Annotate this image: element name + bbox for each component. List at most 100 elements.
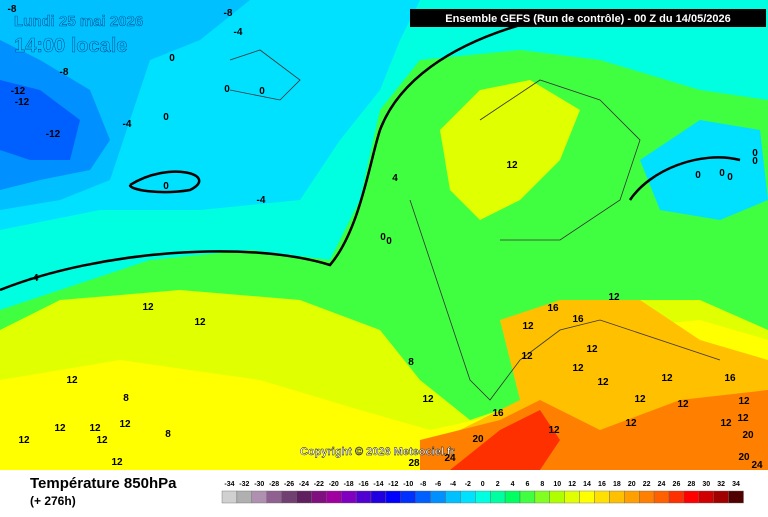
- scale-label: -24: [299, 481, 309, 488]
- contour-label: 24: [444, 453, 456, 464]
- contour-label: 0: [695, 170, 701, 181]
- scale-label: 30: [702, 481, 710, 488]
- scale-label: 22: [643, 481, 651, 488]
- contour-label: 0: [727, 172, 733, 183]
- contour-label: 12: [608, 292, 620, 303]
- scale-label: -32: [239, 481, 249, 488]
- contour-label: 0: [386, 236, 392, 247]
- scale-swatch: [713, 490, 729, 504]
- scale-swatch: [683, 490, 700, 504]
- scale-label: -2: [465, 481, 471, 488]
- contour-label: -12: [46, 129, 61, 140]
- contour-label: -4: [123, 119, 132, 130]
- contour-label: -4: [30, 273, 39, 284]
- scale-label: -10: [403, 481, 413, 488]
- scale-swatch: [653, 490, 670, 504]
- copyright: Copyright © 2026 Meteociel.fr: [300, 446, 456, 458]
- contour-label: 12: [738, 396, 750, 407]
- contour-label: 8: [123, 393, 129, 404]
- contour-label: 12: [661, 373, 673, 384]
- scale-swatch: [341, 490, 357, 504]
- contour-label: 16: [492, 408, 504, 419]
- scale-swatch: [415, 490, 431, 504]
- scale-swatch: [370, 490, 387, 504]
- scale-label: 16: [598, 481, 606, 488]
- scale-swatch: [609, 490, 625, 504]
- scale-label: 8: [540, 481, 544, 488]
- scale-swatch: [266, 490, 282, 504]
- scale-label: -4: [450, 481, 456, 488]
- scale-swatch: [519, 490, 536, 504]
- scale-swatch: [594, 490, 610, 504]
- contour-label: 0: [169, 53, 175, 64]
- scale-label: 0: [481, 481, 485, 488]
- contour-label: -8: [224, 8, 233, 19]
- scale-label: 20: [628, 481, 636, 488]
- scale-swatch: [236, 490, 252, 504]
- scale-swatch: [698, 490, 714, 504]
- scale-label: 14: [583, 481, 591, 488]
- contour-label: -12: [11, 86, 26, 97]
- contour-label: 12: [54, 423, 66, 434]
- scale-swatch: [534, 490, 551, 504]
- scale-label: 2: [496, 481, 500, 488]
- scale-label: -28: [269, 481, 279, 488]
- contour-label: 12: [96, 435, 108, 446]
- contour-label: -4: [257, 195, 266, 206]
- contour-label: 12: [720, 418, 732, 429]
- contour-label: 12: [506, 160, 518, 171]
- contour-label: 12: [586, 344, 598, 355]
- scale-label: -34: [224, 481, 234, 488]
- scale-swatch: [355, 490, 372, 504]
- scale-label: -18: [344, 481, 354, 488]
- contour-label: 12: [677, 399, 689, 410]
- scale-swatch: [490, 490, 506, 504]
- contour-label: 8: [165, 429, 171, 440]
- zone: [640, 120, 768, 220]
- scale-label: 28: [687, 481, 695, 488]
- scale-swatch: [445, 490, 461, 504]
- scale-swatch: [311, 490, 327, 504]
- scale-label: 4: [511, 481, 515, 488]
- contour-label: 12: [89, 423, 101, 434]
- scale-label: -22: [314, 481, 324, 488]
- contour-label: 28: [408, 458, 420, 469]
- scale-label: 10: [553, 481, 561, 488]
- contour-label: 20: [738, 452, 750, 463]
- zone: [440, 80, 580, 220]
- scale-label: 6: [525, 481, 529, 488]
- contour-label: 12: [422, 394, 434, 405]
- contour-label: 24: [751, 460, 763, 471]
- contour-label: 0: [752, 156, 758, 167]
- scale-label: 32: [717, 481, 725, 488]
- scale-label: 24: [658, 481, 666, 488]
- scale-swatch: [475, 490, 491, 504]
- contour-label: -8: [60, 67, 69, 78]
- contour-label: 12: [522, 321, 534, 332]
- contour-label: -12: [15, 97, 30, 108]
- contour-label: -4: [234, 27, 243, 38]
- scale-swatch: [668, 490, 685, 504]
- run-info: Ensemble GEFS (Run de contrôle) - 00 Z d…: [445, 13, 730, 25]
- scale-label: -6: [435, 481, 441, 488]
- scale-label: -30: [254, 481, 264, 488]
- scale-swatch: [460, 490, 476, 504]
- scale-swatch: [564, 490, 580, 504]
- scale-label: -16: [358, 481, 368, 488]
- scale-swatch: [251, 490, 267, 504]
- contour-label: 0: [752, 148, 758, 159]
- scale-label: -20: [329, 481, 339, 488]
- scale-swatch: [504, 490, 521, 504]
- contour-label: 12: [111, 457, 123, 468]
- scale-swatch: [549, 490, 565, 504]
- scale-swatch: [430, 490, 446, 504]
- contour-label: 0: [259, 86, 265, 97]
- contour-label: 4: [392, 173, 398, 184]
- coastline: [229, 49, 721, 401]
- contour-label: 12: [625, 418, 637, 429]
- zone: [0, 80, 80, 160]
- date-label: Lundi 25 mai 2026: [14, 13, 143, 30]
- scale-label: -8: [420, 481, 426, 488]
